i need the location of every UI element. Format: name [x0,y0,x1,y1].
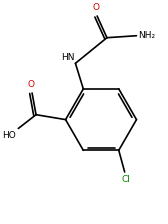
Text: HO: HO [3,131,16,140]
Text: HN: HN [61,53,74,62]
Text: O: O [28,80,35,89]
Text: Cl: Cl [121,175,130,184]
Text: NH₂: NH₂ [138,31,156,40]
Text: O: O [93,3,100,12]
